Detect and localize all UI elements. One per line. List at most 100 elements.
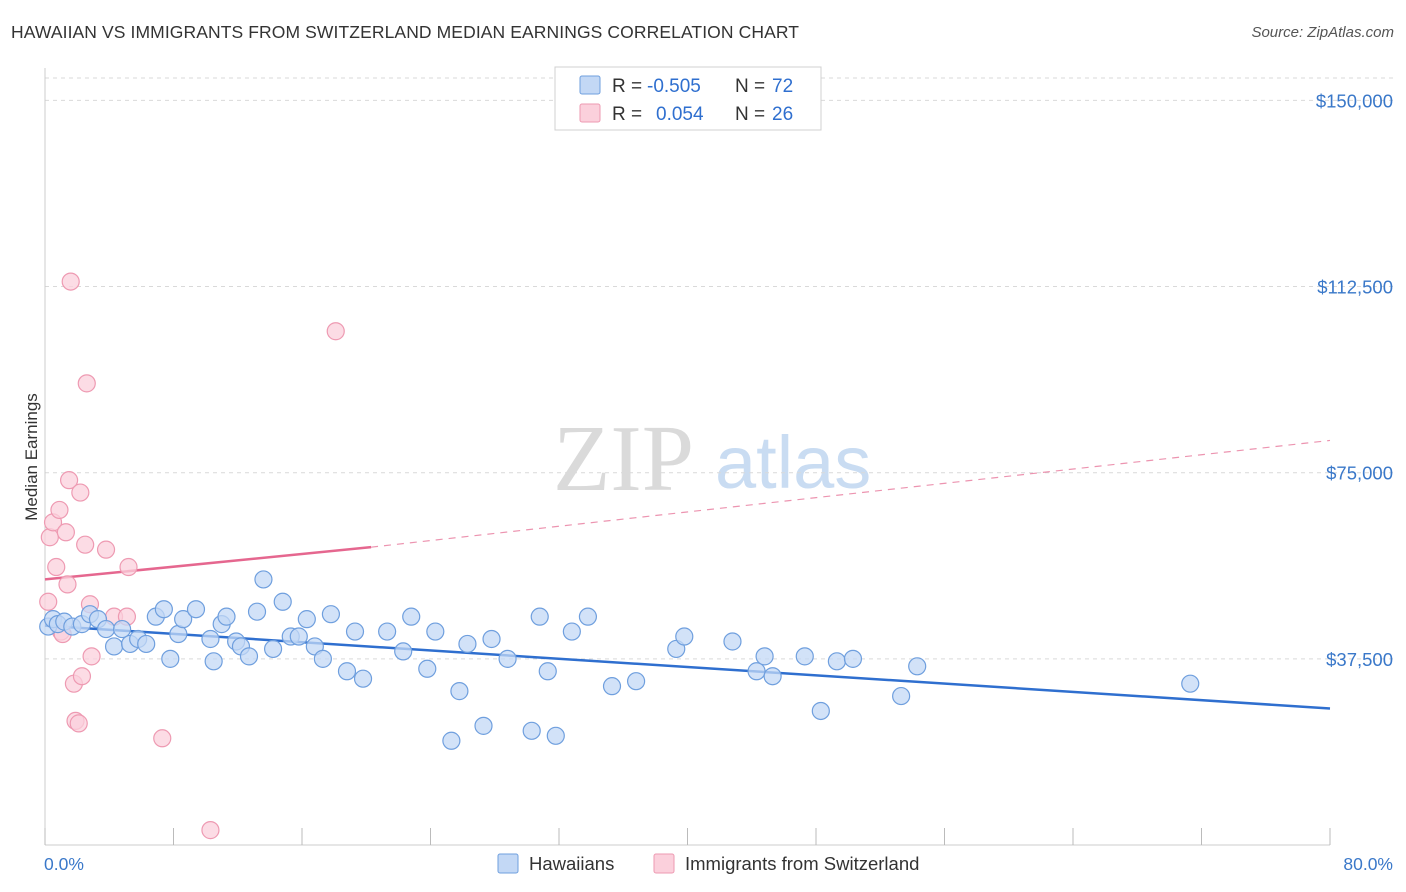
point-switzerland [40, 528, 59, 547]
point-hawaiians [827, 652, 846, 671]
point-switzerland [77, 374, 96, 393]
point-switzerland [47, 557, 66, 577]
point-switzerland [58, 575, 77, 594]
x-tick-label-min: 0.0% [44, 854, 84, 874]
point-hawaiians [1181, 674, 1200, 693]
gridlines [45, 77, 1395, 660]
bottom-legend-hawaiians: Hawaiians [529, 853, 614, 874]
point-hawaiians [112, 619, 132, 639]
point-hawaiians [458, 634, 477, 654]
y-tick-label: $150,000 [1316, 90, 1393, 111]
point-hawaiians [154, 600, 173, 619]
point-hawaiians [723, 632, 742, 651]
point-switzerland [59, 471, 79, 490]
y-tick-labels: $37,500 $75,000 $112,500 $150,000 [1316, 90, 1393, 669]
point-hawaiians [394, 642, 413, 661]
point-hawaiians [908, 657, 927, 676]
point-hawaiians [254, 570, 273, 589]
point-hawaiians [104, 637, 124, 656]
point-hawaiians [498, 649, 517, 668]
legend-swatch-hawaiians [579, 75, 601, 95]
trend-lines [44, 439, 1331, 710]
point-hawaiians [313, 649, 332, 668]
point-hawaiians [273, 592, 292, 611]
watermark-atlas: atlas [715, 421, 871, 504]
point-switzerland [82, 647, 101, 666]
point-hawaiians [137, 634, 156, 654]
point-hawaiians [811, 701, 830, 721]
point-hawaiians [321, 605, 341, 624]
point-hawaiians [353, 669, 373, 688]
point-switzerland [69, 714, 88, 733]
point-hawaiians [263, 639, 283, 659]
legend-n-value-2: 26 [772, 104, 793, 125]
point-hawaiians [474, 716, 493, 735]
point-hawaiians [174, 610, 193, 629]
point-hawaiians [161, 649, 180, 668]
watermark-zip: ZIP [553, 407, 694, 511]
y-tick-label: $112,500 [1317, 277, 1393, 298]
point-hawaiians [247, 602, 267, 621]
point-hawaiians [186, 600, 206, 619]
point-hawaiians [482, 629, 501, 649]
point-hawaiians [239, 647, 259, 666]
axes [44, 68, 1331, 846]
point-hawaiians [217, 607, 236, 626]
bottom-legend-swatch-switzerland [653, 853, 675, 874]
point-hawaiians [892, 686, 911, 706]
point-hawaiians [602, 677, 622, 696]
trend-line-hawaiians [44, 624, 1331, 710]
point-hawaiians [442, 731, 461, 750]
point-switzerland [201, 821, 220, 840]
point-hawaiians [795, 647, 814, 666]
point-hawaiians [337, 662, 357, 681]
chart-title: HAWAIIAN VS IMMIGRANTS FROM SWITZERLAND … [11, 22, 800, 42]
point-switzerland [39, 592, 58, 611]
legend-swatch-switzerland [579, 103, 601, 123]
point-hawaiians [402, 607, 421, 626]
series-switzerland-points [39, 272, 345, 840]
point-hawaiians [418, 659, 437, 678]
point-hawaiians [675, 627, 694, 646]
point-hawaiians [204, 652, 223, 671]
correlation-legend: R = -0.505 N = 72 R = 0.054 N = 26 [554, 66, 822, 131]
point-hawaiians [755, 647, 774, 666]
point-hawaiians [289, 627, 308, 646]
point-switzerland [76, 535, 95, 554]
legend-r-label-1: R = [612, 76, 642, 97]
legend-r-label-2: R = [612, 104, 642, 125]
point-hawaiians [562, 622, 581, 641]
point-hawaiians [450, 682, 469, 701]
x-tick-label-max: 80.0% [1343, 854, 1393, 874]
y-axis-label: Median Earnings [22, 393, 41, 521]
legend-r-value-1: -0.505 [647, 76, 701, 97]
x-tick-labels: 0.0% 80.0% [44, 854, 1393, 874]
point-hawaiians [530, 607, 549, 626]
point-switzerland [61, 272, 80, 291]
point-hawaiians [626, 672, 646, 691]
point-hawaiians [763, 667, 782, 686]
y-tick-label: $75,000 [1326, 463, 1393, 484]
legend-n-label-2: N = [735, 104, 765, 125]
point-hawaiians [297, 610, 316, 629]
source-label: Source: ZipAtlas.com [1251, 24, 1394, 41]
legend-n-value-1: 72 [772, 76, 793, 97]
legend-r-value-2: 0.054 [656, 104, 704, 125]
point-switzerland [153, 729, 172, 748]
point-switzerland [56, 523, 75, 542]
point-hawaiians [538, 662, 557, 681]
point-switzerland [72, 667, 92, 686]
point-switzerland [50, 500, 69, 520]
point-hawaiians [378, 622, 397, 641]
series-legend: Hawaiians Immigrants from Switzerland [497, 853, 919, 874]
point-switzerland [71, 483, 90, 502]
legend-n-label-1: N = [735, 76, 765, 97]
point-hawaiians [426, 622, 445, 641]
point-hawaiians [578, 607, 598, 626]
y-tick-label: $37,500 [1326, 649, 1393, 670]
bottom-legend-swatch-hawaiians [497, 853, 519, 874]
bottom-legend-switzerland: Immigrants from Switzerland [685, 853, 919, 874]
point-switzerland [119, 557, 138, 577]
point-hawaiians [201, 629, 220, 649]
